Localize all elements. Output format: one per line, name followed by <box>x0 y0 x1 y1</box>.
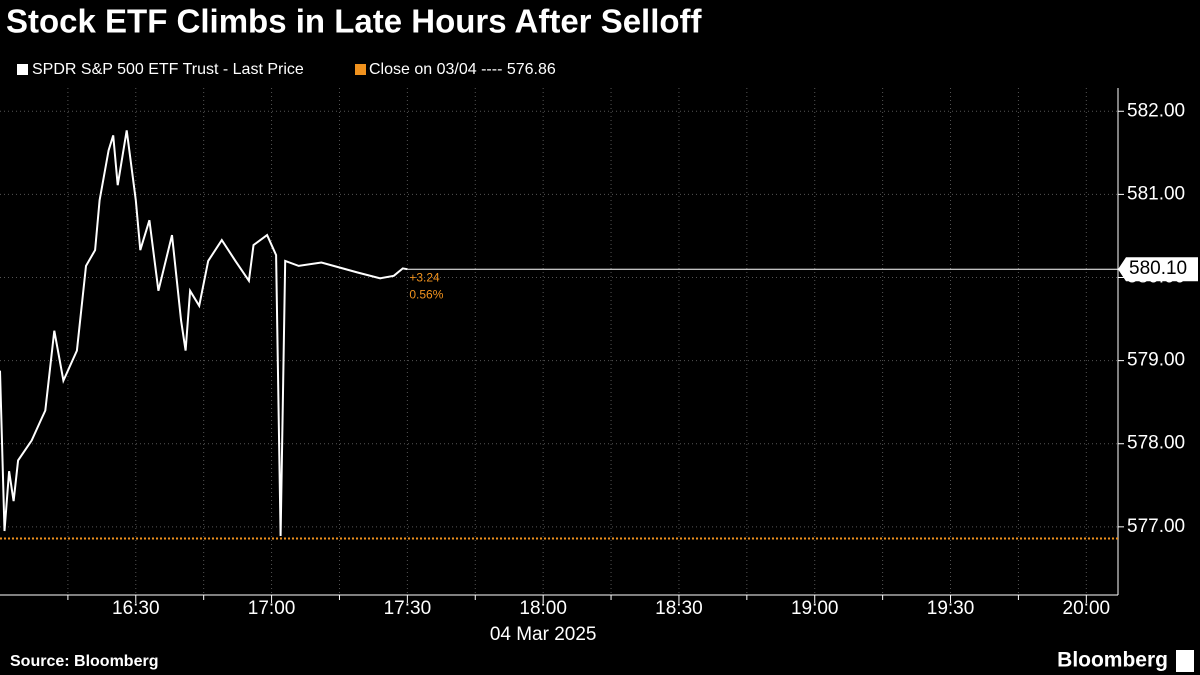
last-price-label: 580.10 <box>1129 258 1187 279</box>
change-label: +3.24 <box>409 270 440 284</box>
x-tick-label: 19:00 <box>791 598 839 619</box>
x-date-label: 04 Mar 2025 <box>490 624 597 645</box>
source: Source: Bloomberg <box>10 653 158 670</box>
x-tick-label: 17:00 <box>248 598 296 619</box>
x-tick-label: 19:30 <box>927 598 975 619</box>
legend-swatch <box>355 64 366 75</box>
chart-title: Stock ETF Climbs in Late Hours After Sel… <box>6 3 703 40</box>
legend-label: SPDR S&P 500 ETF Trust - Last Price <box>32 61 304 78</box>
change-pct-label: 0.56% <box>409 287 443 301</box>
y-tick-label: 579.00 <box>1127 350 1185 371</box>
legend-label: Close on 03/04 ---- 576.86 <box>369 61 556 78</box>
x-tick-label: 16:30 <box>112 598 160 619</box>
price-line <box>0 130 408 537</box>
x-tick-label: 20:00 <box>1063 598 1111 619</box>
y-tick-label: 577.00 <box>1127 516 1185 537</box>
y-tick-label: 581.00 <box>1127 183 1185 204</box>
last-price-tag <box>1118 257 1198 282</box>
brand: Bloomberg <box>1057 649 1168 672</box>
y-tick-label: 582.00 <box>1127 100 1185 121</box>
legend-swatch <box>17 64 28 75</box>
y-tick-label: 578.00 <box>1127 433 1185 454</box>
brand-icon <box>1176 650 1194 672</box>
x-tick-label: 17:30 <box>384 598 432 619</box>
x-tick-label: 18:00 <box>519 598 567 619</box>
x-tick-label: 18:30 <box>655 598 703 619</box>
